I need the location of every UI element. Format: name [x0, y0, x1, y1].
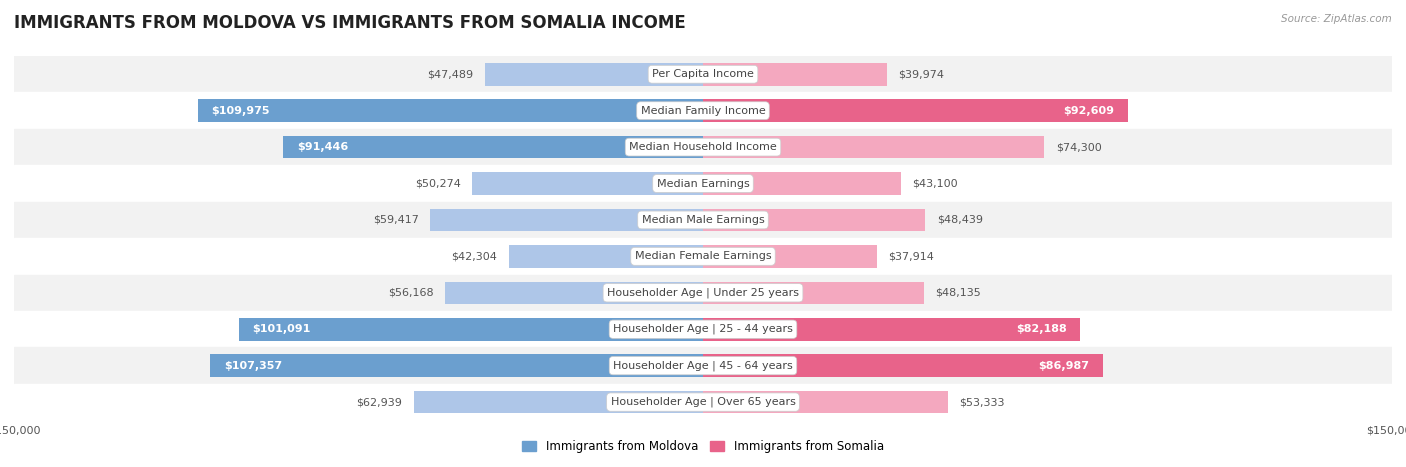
Text: Householder Age | Over 65 years: Householder Age | Over 65 years: [610, 397, 796, 407]
Text: $74,300: $74,300: [1056, 142, 1101, 152]
Bar: [703, 318, 1080, 340]
Text: Median Male Earnings: Median Male Earnings: [641, 215, 765, 225]
Bar: [198, 99, 703, 122]
Text: $42,304: $42,304: [451, 251, 498, 262]
Bar: [703, 172, 901, 195]
Bar: [14, 202, 1392, 238]
Bar: [239, 318, 703, 340]
Text: Householder Age | Under 25 years: Householder Age | Under 25 years: [607, 288, 799, 298]
Bar: [703, 391, 948, 413]
Text: $43,100: $43,100: [912, 178, 957, 189]
Bar: [283, 136, 703, 158]
Legend: Immigrants from Moldova, Immigrants from Somalia: Immigrants from Moldova, Immigrants from…: [517, 436, 889, 458]
Bar: [14, 275, 1392, 311]
Text: IMMIGRANTS FROM MOLDOVA VS IMMIGRANTS FROM SOMALIA INCOME: IMMIGRANTS FROM MOLDOVA VS IMMIGRANTS FR…: [14, 14, 686, 32]
Bar: [209, 354, 703, 377]
Text: $62,939: $62,939: [357, 397, 402, 407]
Text: $59,417: $59,417: [373, 215, 419, 225]
Text: $53,333: $53,333: [959, 397, 1005, 407]
Bar: [703, 282, 924, 304]
Bar: [485, 63, 703, 85]
Text: Householder Age | 45 - 64 years: Householder Age | 45 - 64 years: [613, 361, 793, 371]
Text: Householder Age | 25 - 44 years: Householder Age | 25 - 44 years: [613, 324, 793, 334]
Text: $109,975: $109,975: [212, 106, 270, 116]
Text: $86,987: $86,987: [1038, 361, 1088, 371]
Text: $48,439: $48,439: [936, 215, 983, 225]
Bar: [703, 354, 1102, 377]
Bar: [14, 347, 1392, 384]
Text: $56,168: $56,168: [388, 288, 433, 298]
Bar: [14, 92, 1392, 129]
Bar: [446, 282, 703, 304]
Bar: [14, 311, 1392, 347]
Text: $50,274: $50,274: [415, 178, 461, 189]
Text: Median Family Income: Median Family Income: [641, 106, 765, 116]
Bar: [509, 245, 703, 268]
Bar: [14, 384, 1392, 420]
Text: Per Capita Income: Per Capita Income: [652, 69, 754, 79]
Text: $47,489: $47,489: [427, 69, 474, 79]
Bar: [413, 391, 703, 413]
Text: $101,091: $101,091: [253, 324, 311, 334]
Text: Median Household Income: Median Household Income: [628, 142, 778, 152]
Bar: [14, 129, 1392, 165]
Text: $92,609: $92,609: [1063, 106, 1115, 116]
Bar: [14, 165, 1392, 202]
Bar: [703, 245, 877, 268]
Text: $39,974: $39,974: [898, 69, 943, 79]
Bar: [14, 56, 1392, 92]
Bar: [703, 209, 925, 231]
Bar: [14, 238, 1392, 275]
Bar: [703, 63, 887, 85]
Text: $37,914: $37,914: [889, 251, 935, 262]
Text: $82,188: $82,188: [1017, 324, 1067, 334]
Text: $107,357: $107,357: [224, 361, 281, 371]
Text: Median Female Earnings: Median Female Earnings: [634, 251, 772, 262]
Text: $48,135: $48,135: [935, 288, 981, 298]
Bar: [703, 99, 1129, 122]
Bar: [703, 136, 1045, 158]
Bar: [472, 172, 703, 195]
Bar: [430, 209, 703, 231]
Text: Median Earnings: Median Earnings: [657, 178, 749, 189]
Text: Source: ZipAtlas.com: Source: ZipAtlas.com: [1281, 14, 1392, 24]
Text: $91,446: $91,446: [297, 142, 349, 152]
